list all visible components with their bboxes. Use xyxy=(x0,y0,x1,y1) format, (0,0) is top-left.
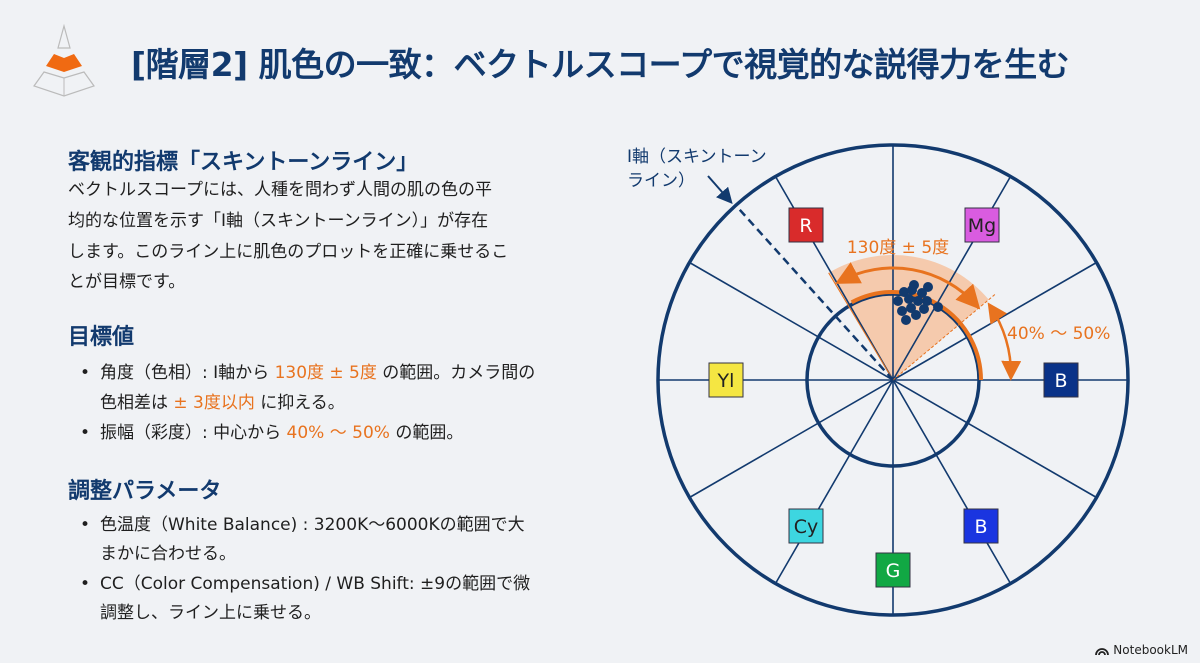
target-box-b xyxy=(1043,362,1079,398)
target-label: Mg xyxy=(968,215,996,237)
body-text: します。このライン上に肌色のプロットを正確に乗せるこ xyxy=(68,242,509,262)
bullet-white-balance-cont: まかに合わせる。 xyxy=(100,544,236,564)
bullet-hue: 角度（色相）: I軸から 130度 ± 5度 の範囲。カメラ間の xyxy=(80,362,535,384)
pyramid-icon xyxy=(33,23,95,97)
graticule-spoke xyxy=(689,379,894,499)
section-heading-parameters: 調整パラメータ xyxy=(68,479,222,504)
target-label: Yl xyxy=(717,370,735,392)
skin-plot-dot xyxy=(922,296,932,306)
hue-angle-label: 130度 ± 5度 xyxy=(847,238,949,258)
skin-plot-dot xyxy=(933,302,943,312)
skin-plot-dot xyxy=(913,296,923,306)
amplitude-arrow xyxy=(987,302,1022,381)
brand: NotebookLM xyxy=(1095,643,1188,657)
skin-plot-dot xyxy=(899,287,909,297)
target-label: Cy xyxy=(794,516,819,538)
skin-plot-dot xyxy=(919,304,929,314)
skin-plot-dot xyxy=(907,285,917,295)
target-box-b xyxy=(963,508,999,544)
skin-plot-dot xyxy=(897,306,907,316)
bullet-hue-cont: 色相差は ± 3度以内 に抑える。 xyxy=(100,393,345,413)
body-text: 均的な位置を示す「I軸（スキントーンライン）」が存在 xyxy=(68,211,489,231)
skin-plot-dot xyxy=(904,294,914,304)
bullet-amplitude: 振幅（彩度）: 中心から 40% ～ 50% の範囲。 xyxy=(80,422,463,444)
bullet-cc-cont: 調整し、ライン上に乗せる。 xyxy=(100,603,321,623)
brand-name: NotebookLM xyxy=(1113,643,1188,657)
target-box-yl xyxy=(708,362,744,398)
graticule-spoke xyxy=(689,261,894,381)
skin-plot-dot xyxy=(911,310,921,320)
target-label: B xyxy=(1054,370,1067,392)
graticule-spoke xyxy=(774,379,894,584)
bullet-white-balance: 色温度（White Balance) : 3200K～6000Kの範囲で大 xyxy=(80,514,525,536)
target-label: R xyxy=(799,215,812,237)
graticule-spoke xyxy=(892,379,1012,584)
notebooklm-icon xyxy=(1095,648,1110,655)
skin-plot-dot xyxy=(893,296,903,306)
skin-plot-dot xyxy=(906,303,916,313)
i-axis-label: ライン） xyxy=(627,171,695,191)
skin-plot-dot xyxy=(901,315,911,325)
i-axis-pointer-arrow xyxy=(707,175,733,205)
target-label: B xyxy=(974,516,987,538)
bullet-cc: CC（Color Compensation) / WB Shift: ±9の範囲… xyxy=(80,573,530,595)
body-text: とが目標です。 xyxy=(68,272,186,292)
target-box-mg xyxy=(964,207,1000,243)
body-text: ベクトルスコープには、人種を問わず人間の肌の色の平 xyxy=(68,180,492,200)
section-heading-target-values: 目標値 xyxy=(68,325,135,350)
outer-circle xyxy=(656,143,1130,617)
target-box-g xyxy=(875,552,911,588)
target-box-r xyxy=(788,207,824,243)
page-title: [階層2] 肌色の一致：ベクトルスコープで視覚的な説得力を生む xyxy=(131,45,1070,84)
i-axis-label: I軸（スキントーン xyxy=(627,147,767,167)
target-box-cy xyxy=(788,508,824,544)
skin-plot-dot xyxy=(923,282,933,292)
hue-angle-arrow xyxy=(835,262,981,310)
section-heading-skin-tone-line: 客観的指標「スキントーンライン」 xyxy=(68,150,419,175)
target-label: G xyxy=(886,560,901,582)
amplitude-label: 40% ～ 50% xyxy=(1007,324,1110,344)
graticule-spoke xyxy=(892,379,1097,499)
